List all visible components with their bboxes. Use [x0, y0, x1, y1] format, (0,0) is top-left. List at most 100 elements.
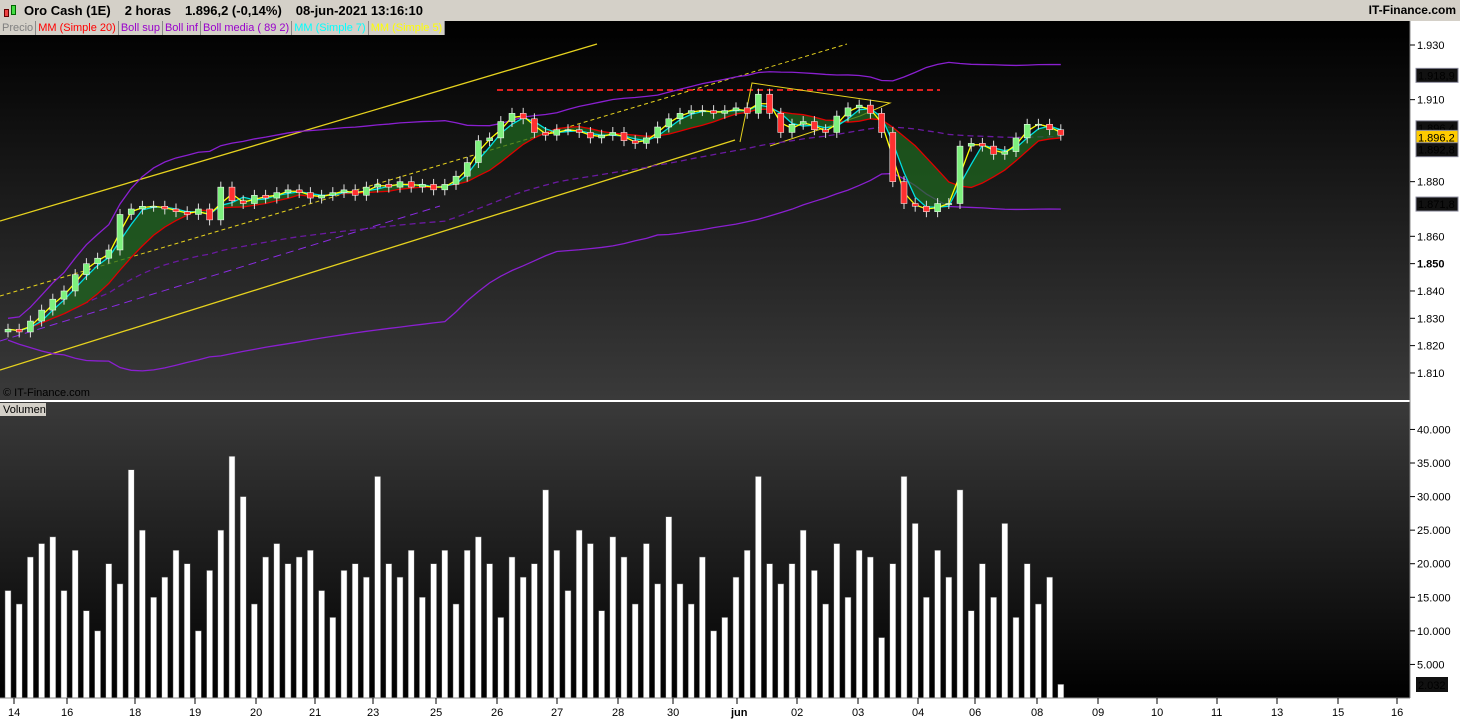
trendline-upper[interactable]	[0, 43, 598, 222]
candle[interactable]	[1057, 129, 1065, 136]
candle[interactable]	[676, 113, 684, 120]
volume-bar[interactable]	[452, 603, 460, 699]
candle[interactable]	[251, 195, 258, 204]
candle[interactable]	[911, 203, 919, 207]
candle[interactable]	[721, 110, 729, 114]
volume-bar[interactable]	[867, 556, 874, 699]
volume-bar[interactable]	[139, 529, 146, 699]
trendline-lower[interactable]	[0, 139, 736, 371]
candle[interactable]	[83, 263, 90, 275]
candle[interactable]	[307, 192, 314, 199]
volume-bar[interactable]	[732, 576, 740, 699]
candle[interactable]	[419, 184, 426, 188]
volume-bar[interactable]	[430, 563, 437, 699]
candle[interactable]	[900, 181, 908, 204]
candle[interactable]	[788, 124, 796, 133]
volume-bar[interactable]	[284, 563, 292, 699]
candle[interactable]	[822, 129, 829, 133]
volume-bar[interactable]	[979, 563, 986, 699]
legend-item[interactable]: MM (Simple 5)	[368, 21, 446, 35]
candle[interactable]	[385, 184, 393, 188]
volume-bar[interactable]	[497, 617, 505, 699]
volume-bar[interactable]	[396, 576, 404, 699]
candle[interactable]	[1001, 151, 1009, 155]
volume-bar[interactable]	[1035, 603, 1042, 699]
candle[interactable]	[49, 298, 57, 311]
volume-bar[interactable]	[1012, 617, 1020, 699]
volume-bar[interactable]	[94, 630, 101, 699]
volume-bar[interactable]	[710, 630, 717, 699]
candle[interactable]	[116, 214, 124, 251]
candle[interactable]	[430, 184, 437, 191]
volume-bar[interactable]	[239, 496, 247, 699]
volume-bar[interactable]	[833, 543, 841, 699]
legend-item[interactable]: Precio	[0, 21, 37, 35]
legend-item[interactable]: MM (Simple 7)	[292, 21, 369, 35]
candle[interactable]	[27, 320, 34, 333]
trendline-purple-dashed[interactable]	[0, 205, 441, 342]
candle[interactable]	[150, 205, 157, 208]
volume-bar[interactable]	[699, 556, 706, 699]
volume-bar[interactable]	[542, 489, 549, 699]
candle[interactable]	[340, 189, 348, 193]
volume-bar[interactable]	[598, 610, 605, 699]
trendline-mid-dashed[interactable]	[0, 43, 848, 297]
candle[interactable]	[239, 200, 247, 204]
volume-bar[interactable]	[620, 556, 628, 699]
candle[interactable]	[732, 107, 740, 111]
volume-bar[interactable]	[1057, 684, 1065, 699]
volume-bar[interactable]	[956, 489, 964, 699]
candle[interactable]	[206, 208, 213, 221]
volume-bar[interactable]	[307, 550, 314, 699]
volume-bar[interactable]	[1023, 563, 1031, 699]
volume-bar[interactable]	[799, 529, 807, 699]
candle[interactable]	[654, 126, 661, 139]
volume-bar[interactable]	[990, 597, 997, 699]
candle[interactable]	[867, 104, 874, 114]
volume-bar[interactable]	[4, 590, 12, 699]
volume-bar[interactable]	[49, 536, 57, 699]
volume-bar[interactable]	[900, 476, 908, 699]
legend-item[interactable]: Boll sup	[118, 21, 163, 35]
candle[interactable]	[172, 208, 180, 212]
volume-bar[interactable]	[855, 550, 863, 699]
volume-bar[interactable]	[407, 550, 415, 699]
volume-bar[interactable]	[788, 563, 796, 699]
candle[interactable]	[452, 175, 460, 185]
volume-bar[interactable]	[519, 576, 527, 699]
volume-bar[interactable]	[609, 536, 617, 699]
candle[interactable]	[329, 192, 337, 196]
volume-bar[interactable]	[463, 550, 471, 699]
volume-bar[interactable]	[721, 617, 729, 699]
candle[interactable]	[945, 203, 953, 205]
candle[interactable]	[889, 132, 897, 182]
candle[interactable]	[755, 93, 762, 114]
volume-bar[interactable]	[60, 590, 68, 699]
volume-bar[interactable]	[217, 529, 225, 699]
candle[interactable]	[923, 205, 930, 212]
candle[interactable]	[351, 189, 359, 196]
candle[interactable]	[284, 189, 292, 193]
candle[interactable]	[699, 110, 706, 112]
candle[interactable]	[486, 137, 493, 141]
volume-bar[interactable]	[105, 563, 113, 699]
candle[interactable]	[374, 184, 381, 188]
candle[interactable]	[396, 181, 404, 188]
candle[interactable]	[844, 107, 852, 117]
candle[interactable]	[564, 129, 572, 131]
volume-bar[interactable]	[878, 637, 885, 699]
candle[interactable]	[475, 140, 482, 163]
price-chart[interactable]: © IT-Finance.com Volumen 1.930 1.910 1.880 1.…	[0, 21, 1460, 720]
candle[interactable]	[643, 137, 650, 144]
candle[interactable]	[508, 113, 516, 122]
volume-bar[interactable]	[553, 550, 561, 699]
candle[interactable]	[217, 186, 225, 221]
volume-bar[interactable]	[172, 550, 180, 699]
volume-bar[interactable]	[1046, 576, 1053, 699]
candle[interactable]	[956, 145, 964, 204]
candle[interactable]	[967, 143, 975, 147]
candle[interactable]	[799, 121, 807, 125]
volume-bar[interactable]	[385, 563, 393, 699]
volume-bar[interactable]	[329, 617, 337, 699]
candle[interactable]	[15, 328, 23, 333]
